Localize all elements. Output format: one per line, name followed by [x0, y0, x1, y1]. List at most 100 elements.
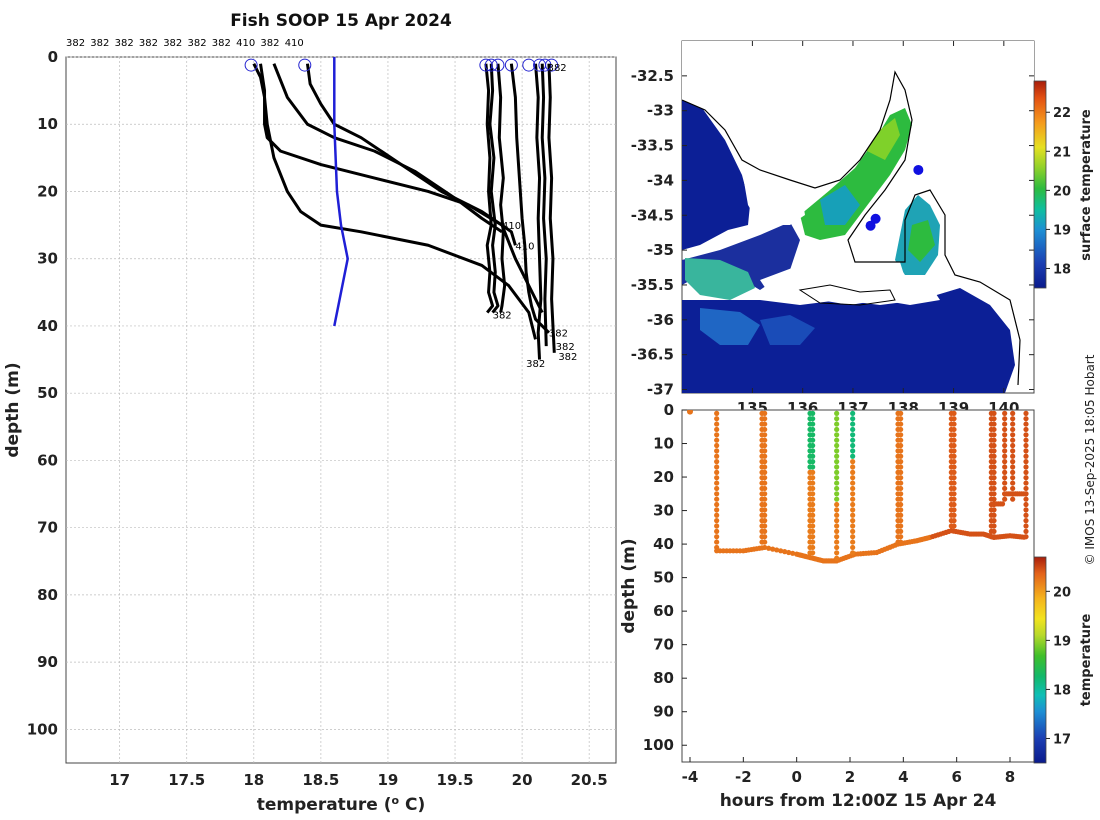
cast-point — [1010, 416, 1016, 422]
section-ytick-label: 10 — [653, 435, 674, 453]
cast-point — [762, 491, 768, 497]
cast-point — [991, 518, 997, 524]
cast-point — [762, 448, 768, 454]
sst-colorbar-tick-label: 22 — [1053, 106, 1071, 121]
cast-point — [991, 416, 997, 422]
section-xtick-label: -2 — [735, 768, 752, 786]
cast-point — [951, 480, 957, 486]
section-xtick-label: 4 — [898, 768, 908, 786]
cast-point — [898, 469, 904, 475]
cast-point — [1010, 485, 1016, 492]
profile-xtick-label: 19.5 — [437, 771, 474, 789]
cast-point — [850, 416, 856, 422]
cast-point — [810, 534, 816, 540]
profile-start-marker — [484, 58, 498, 72]
cast-point — [1023, 432, 1029, 438]
cast-point — [714, 459, 720, 465]
cast-point — [951, 512, 957, 518]
cast-point — [762, 475, 768, 481]
cast-point — [951, 469, 957, 475]
cast-point — [898, 491, 904, 497]
cast-point — [991, 464, 997, 470]
shelf-point — [1023, 491, 1029, 497]
cast-point — [762, 534, 768, 540]
section-xlabel: hours from 12:00Z 15 Apr 24 — [720, 791, 997, 811]
cast-point — [1023, 507, 1029, 513]
cast-point — [834, 453, 840, 459]
profile-ytick-label: 80 — [37, 586, 58, 604]
cast-point — [810, 480, 816, 486]
map-ytick-label: -33 — [647, 102, 674, 120]
cast-point — [1002, 475, 1008, 481]
cast-point — [951, 523, 957, 529]
cast-point — [991, 432, 997, 438]
cast-point — [714, 416, 720, 422]
cast-point — [951, 448, 957, 454]
cast-point — [1010, 453, 1016, 459]
section-ytick-label: 40 — [653, 535, 674, 553]
cast-point — [1010, 459, 1016, 465]
temp-colorbar-tick-label: 20 — [1053, 585, 1071, 600]
map-ytick-label: -36 — [647, 311, 674, 329]
cast-point — [951, 496, 957, 502]
cast-point — [1023, 437, 1029, 443]
cast-point — [1010, 410, 1016, 416]
section-ticks: 0 10 20 30 40 50 60 70 80 90 100 -4 -2 0 2 4 6 8 — [643, 401, 1016, 786]
profile-line-382 — [496, 63, 507, 313]
profile-xtick-label: 17 — [109, 771, 130, 789]
temp-colorbar-tick-label: 18 — [1053, 683, 1071, 698]
temp-colorbar-ticks: 17 18 19 20 — [1046, 585, 1071, 747]
cast-point — [1002, 416, 1008, 422]
cast-point — [762, 464, 768, 470]
cast-point — [1010, 421, 1016, 427]
cast-point — [714, 496, 720, 502]
cast-point — [834, 442, 840, 449]
cast-point — [1023, 426, 1029, 433]
cast-point — [810, 464, 816, 470]
cast-point — [951, 432, 957, 438]
profile-ytick-label: 0 — [48, 48, 58, 66]
cast-point — [898, 501, 904, 508]
cast-point — [898, 485, 904, 492]
cast-point — [762, 518, 768, 524]
cast-point — [714, 442, 720, 449]
cast-point — [951, 410, 957, 416]
cast-point — [951, 464, 957, 470]
profile-id-label: 382 — [66, 38, 85, 49]
profile-id-label: 382 — [188, 38, 207, 49]
cast-point — [991, 453, 997, 459]
sst-colorbar-tick-label: 18 — [1053, 262, 1071, 277]
cast-point — [1010, 442, 1016, 449]
cast-point — [834, 528, 840, 534]
cast-point — [1023, 421, 1029, 427]
profile-ytick-label: 60 — [37, 451, 58, 469]
cast-point — [991, 426, 997, 433]
profile-xtick-label: 17.5 — [168, 771, 205, 789]
profile-id-label: 382 — [163, 38, 182, 49]
cast-point — [762, 421, 768, 427]
profile-line-410 — [272, 63, 503, 234]
sst-colorbar-tick-label: 20 — [1053, 184, 1071, 199]
cast-point — [714, 448, 720, 454]
cast-point — [762, 459, 768, 465]
cast-point — [951, 442, 957, 449]
cast-point — [834, 432, 840, 438]
profile-line-382 — [540, 63, 548, 347]
cast-point — [834, 507, 840, 513]
cast-point — [951, 416, 957, 422]
profile-annotation: 410 — [515, 241, 534, 252]
cast-point — [898, 518, 904, 524]
profile-id-label: 382 — [90, 38, 109, 49]
profile-plot-area — [65, 56, 617, 764]
cast-point — [810, 544, 816, 551]
map-ytick-label: -34.5 — [631, 206, 674, 224]
profile-annotation: 382 — [548, 63, 567, 74]
cast-point — [898, 475, 904, 481]
profile-line-382 — [547, 63, 556, 353]
ship-track-point — [913, 164, 924, 175]
cast-point — [1002, 459, 1008, 465]
profile-annotation: 382 — [493, 311, 512, 322]
cast-point — [991, 507, 997, 513]
